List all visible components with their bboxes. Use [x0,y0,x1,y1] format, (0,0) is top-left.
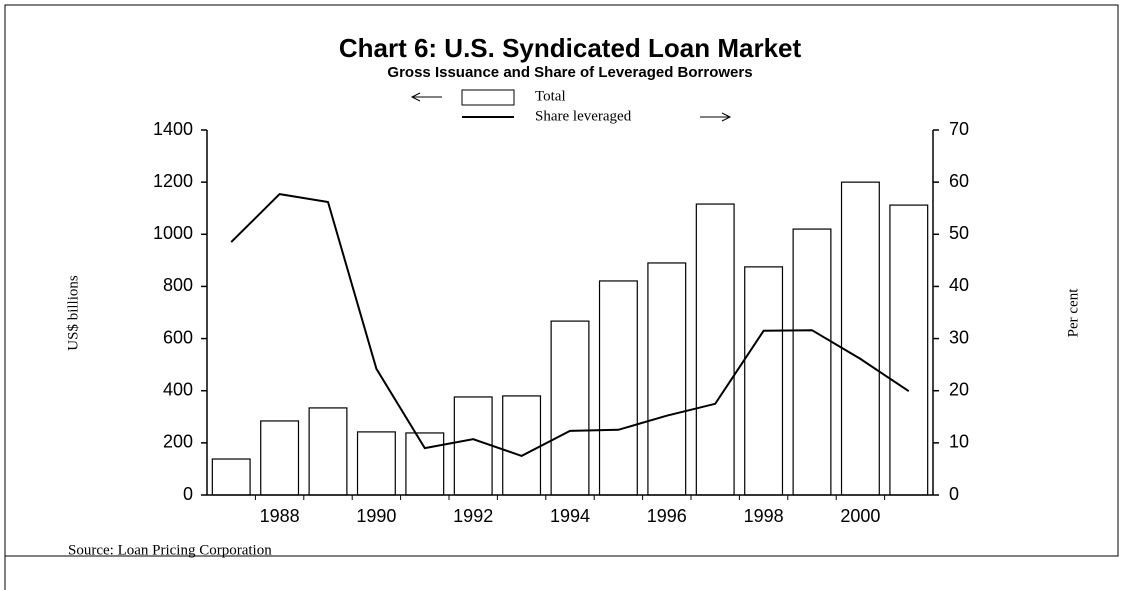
line-series [230,193,910,457]
y-tick-label: 600 [163,327,193,347]
y2-tick-label: 70 [949,119,969,139]
bar [744,266,784,496]
legend: Total Share leveraged [410,88,732,124]
x-tick-label: 1990 [356,506,396,526]
y-tick-label: 1000 [153,223,193,243]
bar [598,280,638,496]
x-tick-label: 2000 [840,506,880,526]
y2-tick-label: 40 [949,275,969,295]
y-axis-label: US$ billions [65,275,81,351]
legend-label: Total [535,88,566,104]
y2-tick-label: 50 [949,223,969,243]
bar [502,395,542,496]
y-tick-label: 400 [163,379,193,399]
bar [211,458,251,496]
legend-label: Share leveraged [535,108,632,124]
bar [792,228,832,496]
y2-tick-label: 20 [949,379,969,399]
y2-axis-label: Per cent [1065,288,1081,338]
legend-swatch [461,89,515,106]
x-tick-label: 1998 [744,506,784,526]
bar [889,204,929,496]
x-tick-label: 1994 [550,506,590,526]
y2-tick-label: 30 [949,327,969,347]
bar [453,396,493,496]
bar [405,432,445,496]
y-tick-label: 800 [163,275,193,295]
y-tick-label: 200 [163,432,193,452]
source-note: Source: Loan Pricing Corporation [68,542,272,558]
bar [695,203,735,496]
chart-subtitle: Gross Issuance and Share of Leveraged Bo… [387,64,752,81]
bar [840,181,880,496]
bar [356,431,396,496]
bar [260,420,300,496]
bar [550,320,590,496]
y-tick-label: 1200 [153,171,193,191]
x-tick-label: 1996 [647,506,687,526]
frame [4,4,1119,557]
chart-title: Chart 6: U.S. Syndicated Loan Market [339,33,802,63]
y2-tick-label: 0 [949,484,959,504]
bar [308,407,348,496]
x-tick-label: 1992 [453,506,493,526]
y-tick-label: 0 [183,484,193,504]
bar [647,262,687,496]
y2-tick-label: 60 [949,171,969,191]
legend-arrow-head [721,112,732,122]
legend-arrow-head [410,92,421,102]
x-tick-label: 1988 [260,506,300,526]
y-tick-label: 1400 [153,119,193,139]
y2-tick-label: 10 [949,432,969,452]
